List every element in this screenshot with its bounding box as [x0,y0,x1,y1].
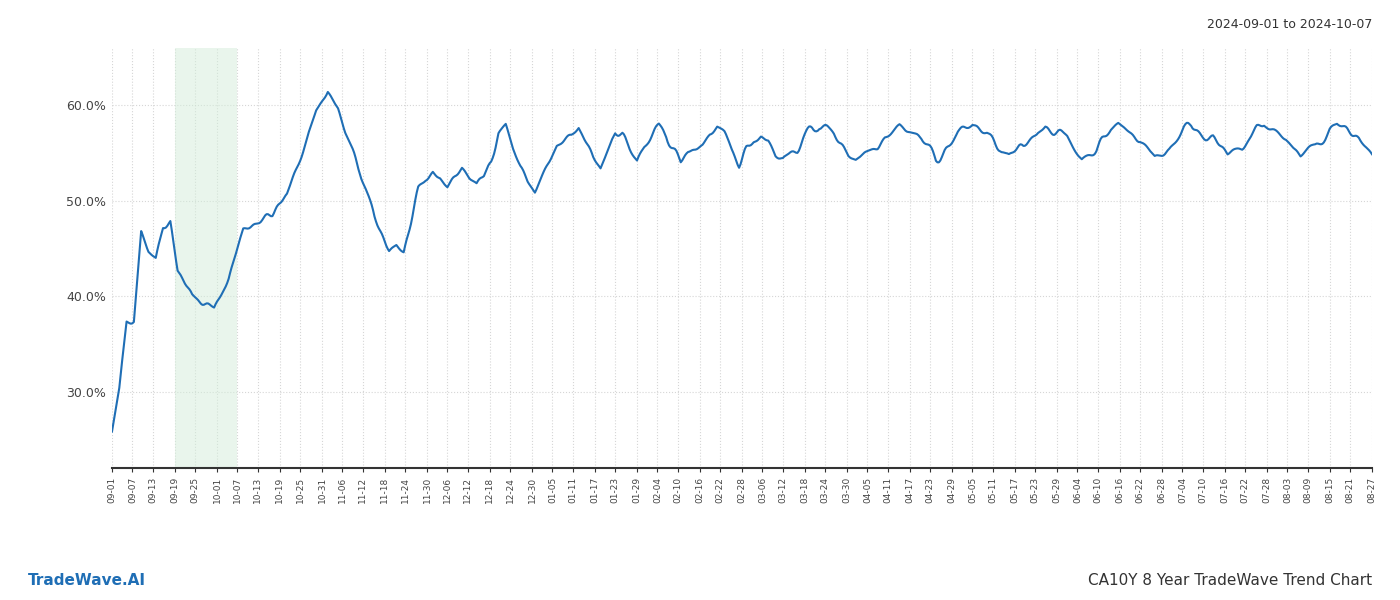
Bar [175,48,238,468]
Text: CA10Y 8 Year TradeWave Trend Chart: CA10Y 8 Year TradeWave Trend Chart [1088,573,1372,588]
Text: 2024-09-01 to 2024-10-07: 2024-09-01 to 2024-10-07 [1207,18,1372,31]
Text: TradeWave.AI: TradeWave.AI [28,573,146,588]
